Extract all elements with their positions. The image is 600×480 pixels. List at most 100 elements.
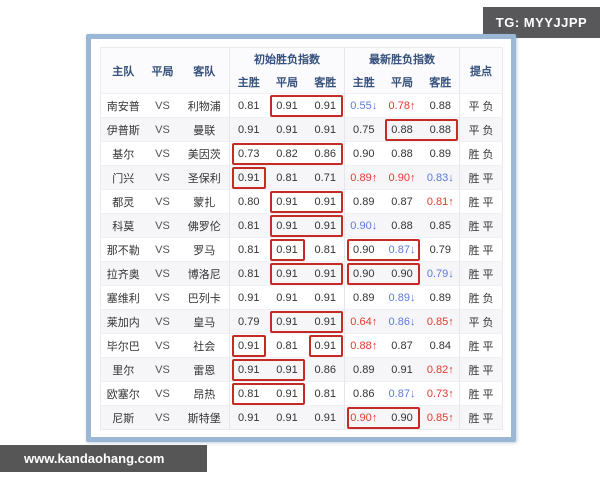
initial-odds-cell: 0.91 <box>306 405 345 430</box>
initial-odds-cell: 0.91 <box>267 381 307 406</box>
header-initial-away-win: 客胜 <box>306 70 345 94</box>
latest-odds-cell: 0.82↑ <box>421 357 460 382</box>
odds-value: 0.81 <box>238 387 260 400</box>
latest-odds-cell: 0.87 <box>382 189 422 214</box>
home-team-cell: 莱加内 <box>100 309 146 334</box>
latest-odds-cell: 0.88 <box>421 93 460 118</box>
odds-value: 0.71 <box>314 171 336 184</box>
table-row: 尼斯 VS 斯特堡 0.91 0.91 0.91 0.90↑ 0.90 0.85↑ 胜 平 <box>100 405 503 430</box>
latest-odds-cell: 0.89 <box>344 357 383 382</box>
header-home-team: 主队 <box>100 47 146 94</box>
latest-odds-cell: 0.90 <box>344 141 383 166</box>
home-team-cell: 科莫 <box>100 213 146 238</box>
odds-value: 0.89↑ <box>350 171 378 184</box>
latest-odds-cell: 0.88 <box>382 141 422 166</box>
tips-cell: 胜 平 <box>459 213 503 238</box>
home-team-cell: 南安普 <box>100 93 146 118</box>
header-tips: 提点 <box>459 47 503 94</box>
away-team-cell: 蒙扎 <box>179 189 230 214</box>
header-initial-odds-group: 初始胜负指数 <box>228 47 345 71</box>
latest-odds-cell: 0.89 <box>421 141 460 166</box>
latest-odds-cell: 0.87↓ <box>382 237 422 262</box>
odds-value: 0.88 <box>391 219 413 232</box>
table-row: 科莫 VS 佛罗伦 0.81 0.91 0.91 0.90↓ 0.88 0.85 胜 平 <box>100 213 503 238</box>
odds-value: 0.91 <box>276 99 298 112</box>
odds-value: 0.90 <box>391 267 413 280</box>
initial-odds-cell: 0.91 <box>267 93 307 118</box>
odds-value: 0.90↓ <box>350 219 378 232</box>
home-team-cell: 基尔 <box>100 141 146 166</box>
odds-value: 0.89↓ <box>388 291 416 304</box>
vs-cell: VS <box>145 189 180 214</box>
header-latest-odds-group: 最新胜负指数 <box>344 47 460 71</box>
latest-odds-cell: 0.79↓ <box>421 261 460 286</box>
odds-value: 0.91 <box>238 123 260 136</box>
initial-odds-cell: 0.91 <box>267 261 307 286</box>
table-row: 毕尔巴 VS 社会 0.91 0.81 0.91 0.88↑ 0.87 0.84 胜 平 <box>100 333 503 358</box>
tips-cell: 胜 负 <box>459 285 503 310</box>
odds-value: 0.91 <box>314 339 336 352</box>
home-team-cell: 都灵 <box>100 189 146 214</box>
initial-odds-cell: 0.81 <box>229 237 268 262</box>
odds-value: 0.88↑ <box>350 339 378 352</box>
tips-cell: 胜 平 <box>459 405 503 430</box>
vs-cell: VS <box>145 237 180 262</box>
initial-odds-cell: 0.91 <box>306 309 345 334</box>
odds-value: 0.91 <box>276 243 298 256</box>
header-initial-home-win: 主胜 <box>229 70 268 94</box>
initial-odds-cell: 0.91 <box>267 117 307 142</box>
odds-value: 0.88 <box>429 123 451 136</box>
latest-odds-cell: 0.85↑ <box>421 309 460 334</box>
odds-value: 0.88 <box>391 123 413 136</box>
odds-value: 0.82 <box>276 147 298 160</box>
odds-value: 0.82↑ <box>426 363 454 376</box>
vs-cell: VS <box>145 309 180 334</box>
odds-value: 0.79 <box>429 243 451 256</box>
odds-value: 0.81↑ <box>426 195 454 208</box>
odds-value: 0.88 <box>429 99 451 112</box>
odds-value: 0.87↓ <box>388 387 416 400</box>
odds-table: 主队 平局 客队 初始胜负指数 最新胜负指数 提点 主胜 平局 客胜 主胜 平局… <box>100 47 504 430</box>
odds-value: 0.73↑ <box>426 387 454 400</box>
initial-odds-cell: 0.81 <box>229 93 268 118</box>
odds-value: 0.90 <box>353 267 375 280</box>
odds-value: 0.86↓ <box>388 315 416 328</box>
initial-odds-cell: 0.91 <box>229 333 268 358</box>
home-team-cell: 那不勒 <box>100 237 146 262</box>
latest-odds-cell: 0.90 <box>382 261 422 286</box>
tips-cell: 平 负 <box>459 93 503 118</box>
vs-cell: VS <box>145 165 180 190</box>
table-row: 都灵 VS 蒙扎 0.80 0.91 0.91 0.89 0.87 0.81↑ 胜 平 <box>100 189 503 214</box>
initial-odds-cell: 0.91 <box>306 93 345 118</box>
vs-cell: VS <box>145 285 180 310</box>
odds-value: 0.86 <box>353 387 375 400</box>
odds-value: 0.87 <box>391 339 413 352</box>
odds-value: 0.90 <box>353 147 375 160</box>
away-team-cell: 圣保利 <box>179 165 230 190</box>
vs-cell: VS <box>145 357 180 382</box>
odds-panel: 主队 平局 客队 初始胜负指数 最新胜负指数 提点 主胜 平局 客胜 主胜 平局… <box>86 34 516 442</box>
odds-value: 0.91 <box>276 267 298 280</box>
initial-odds-cell: 0.91 <box>229 357 268 382</box>
odds-value: 0.89 <box>353 363 375 376</box>
initial-odds-cell: 0.91 <box>306 117 345 142</box>
header-latest-away-win: 客胜 <box>421 70 460 94</box>
home-team-cell: 门兴 <box>100 165 146 190</box>
table-row: 伊普斯 VS 曼联 0.91 0.91 0.91 0.75 0.88 0.88 平 负 <box>100 117 503 142</box>
initial-odds-cell: 0.91 <box>229 405 268 430</box>
latest-odds-cell: 0.73↑ <box>421 381 460 406</box>
watermark-badge: www.kandaohang.com <box>0 445 207 472</box>
odds-value: 0.85↑ <box>426 411 454 424</box>
away-team-cell: 博洛尼 <box>179 261 230 286</box>
away-team-cell: 昂热 <box>179 381 230 406</box>
tips-cell: 胜 平 <box>459 237 503 262</box>
odds-value: 0.90↑ <box>388 171 416 184</box>
initial-odds-cell: 0.91 <box>229 117 268 142</box>
odds-value: 0.91 <box>314 315 336 328</box>
odds-value: 0.91 <box>314 219 336 232</box>
latest-odds-cell: 0.88 <box>382 213 422 238</box>
table-row: 那不勒 VS 罗马 0.81 0.91 0.81 0.90 0.87↓ 0.79 胜 平 <box>100 237 503 262</box>
tips-cell: 胜 平 <box>459 381 503 406</box>
initial-odds-cell: 0.91 <box>267 309 307 334</box>
odds-value: 0.81 <box>276 171 298 184</box>
